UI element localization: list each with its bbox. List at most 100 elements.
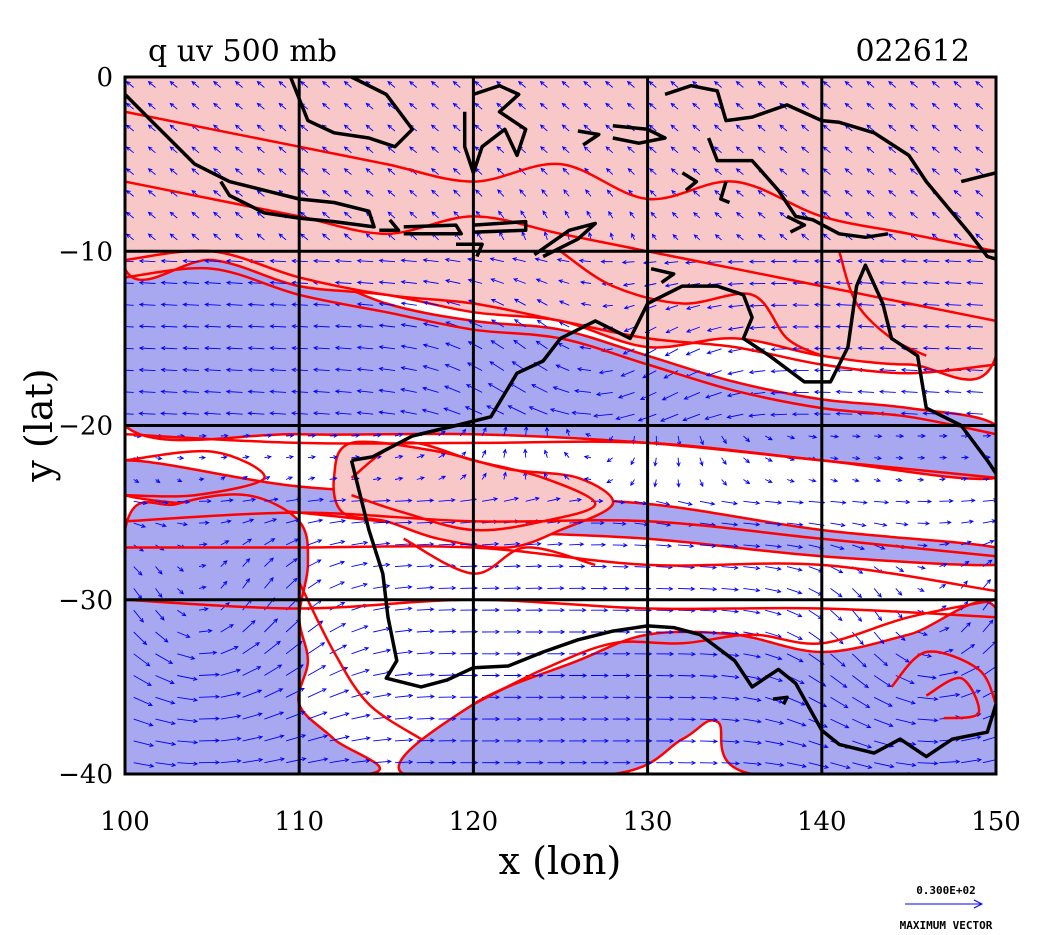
- wind-vector-866: [713, 124, 722, 132]
- wind-vector-138: [204, 302, 221, 307]
- wind-vector-677: [585, 189, 592, 197]
- wind-vector-848: [699, 435, 704, 446]
- wind-vector-858: [699, 652, 718, 657]
- wind-vector-34: [147, 124, 156, 132]
- contour-3: [125, 449, 266, 498]
- wind-vector-653: [555, 364, 570, 372]
- wind-vector-793: [656, 629, 675, 635]
- wind-vector-1064: [835, 258, 853, 264]
- wind-vector-828: [678, 695, 697, 700]
- wind-vector-813: [663, 370, 679, 379]
- y-tick-label-1: −10: [58, 237, 113, 267]
- wind-vector-68: [169, 168, 178, 175]
- wind-vector-658: [563, 474, 570, 480]
- wind-vector-1072: [852, 434, 861, 439]
- wind-vector-1156: [909, 168, 918, 175]
- wind-vector-1002: [792, 302, 809, 308]
- wind-vector-557: [489, 361, 505, 371]
- wind-vector-393: [378, 280, 396, 285]
- wind-vector-613: [541, 189, 548, 197]
- wind-vector-335: [334, 411, 352, 416]
- wind-vector-124: [198, 694, 221, 699]
- wind-vector-769: [648, 102, 657, 110]
- wind-vector-481: [452, 102, 461, 110]
- wind-vector-926: [743, 740, 762, 745]
- wind-vector-20: [133, 522, 147, 528]
- wind-vector-32: [147, 80, 156, 88]
- wind-vector-1145: [895, 631, 906, 641]
- wind-vector-336: [351, 433, 361, 438]
- wind-vector-51: [155, 500, 169, 505]
- wind-vector-625: [543, 449, 549, 458]
- wind-vector-993: [801, 102, 809, 110]
- wind-vector-364: [356, 345, 374, 350]
- x-tick-label-0: 100: [100, 807, 150, 837]
- wind-vector-213: [264, 538, 276, 546]
- wind-vector-197: [256, 189, 265, 197]
- wind-vector-488: [444, 257, 461, 263]
- wind-vector-446: [416, 738, 436, 743]
- wind-vector-92: [177, 696, 199, 702]
- wind-vector-292: [321, 168, 330, 175]
- wind-vector-318: [329, 735, 350, 742]
- wind-vector-657: [563, 451, 570, 458]
- wind-vector-143: [203, 411, 221, 416]
- wind-vector-356: [365, 168, 374, 175]
- wind-vector-54: [155, 566, 163, 575]
- wind-vector-907: [727, 326, 744, 331]
- wind-vector-943: [748, 413, 766, 418]
- wind-vector-686: [574, 388, 592, 394]
- wind-vector-1146: [895, 653, 910, 663]
- wind-vector-991: [786, 762, 807, 768]
- wind-vector-179: [242, 497, 257, 502]
- wind-vector-329: [334, 280, 352, 285]
- wind-vector-1042: [830, 478, 839, 483]
- coastline-15: [706, 137, 889, 240]
- wind-vector-607: [525, 760, 544, 765]
- wind-vector-655: [549, 408, 570, 415]
- wind-vector-949: [765, 544, 783, 549]
- wind-vector-178: [242, 475, 248, 481]
- wind-vector-917: [743, 544, 761, 549]
- wind-vector-1246: [961, 735, 982, 742]
- wind-vector-448: [430, 80, 439, 88]
- wind-vector-875: [706, 326, 722, 332]
- wind-vector-742: [629, 211, 635, 219]
- wind-vector-444: [416, 694, 435, 699]
- wind-vector-453: [431, 189, 439, 197]
- wind-vector-735: [612, 760, 631, 765]
- wind-vector-829: [678, 717, 697, 722]
- coastline-19: [719, 181, 731, 205]
- wind-vector-382: [373, 737, 393, 742]
- wind-vector-1127: [888, 233, 897, 241]
- wind-vector-1136: [895, 433, 905, 439]
- wind-vector-1060: [844, 168, 853, 175]
- wind-vector-1003: [792, 324, 809, 330]
- wind-vector-35: [147, 146, 156, 154]
- wind-vector-310: [329, 560, 346, 568]
- wind-vector-846: [683, 391, 701, 400]
- wind-vector-520: [466, 257, 483, 263]
- wind-vector-750: [617, 391, 635, 399]
- contour-11: [559, 250, 823, 357]
- wind-vector-1165: [900, 367, 918, 373]
- wind-vector-985: [786, 631, 803, 640]
- gridlines: [125, 77, 996, 774]
- wind-vector-1044: [830, 522, 846, 528]
- wind-vector-1115: [873, 675, 892, 688]
- wind-vector-975: [770, 412, 788, 417]
- wind-vector-514: [474, 124, 483, 132]
- wind-vector-574: [503, 738, 522, 744]
- wind-vector-206: [247, 389, 265, 394]
- coastline-17: [650, 266, 676, 285]
- contour-4: [125, 511, 996, 558]
- wind-vector-471: [438, 585, 457, 591]
- wind-vector-215: [264, 576, 274, 589]
- wind-vector-616: [534, 257, 548, 263]
- wind-vector-1161: [900, 280, 918, 285]
- wind-vector-618: [536, 299, 548, 306]
- wind-vector-883: [721, 500, 739, 506]
- wind-vector-1024: [822, 80, 831, 88]
- wind-vector-187: [242, 666, 262, 676]
- wind-vector-194: [256, 124, 265, 132]
